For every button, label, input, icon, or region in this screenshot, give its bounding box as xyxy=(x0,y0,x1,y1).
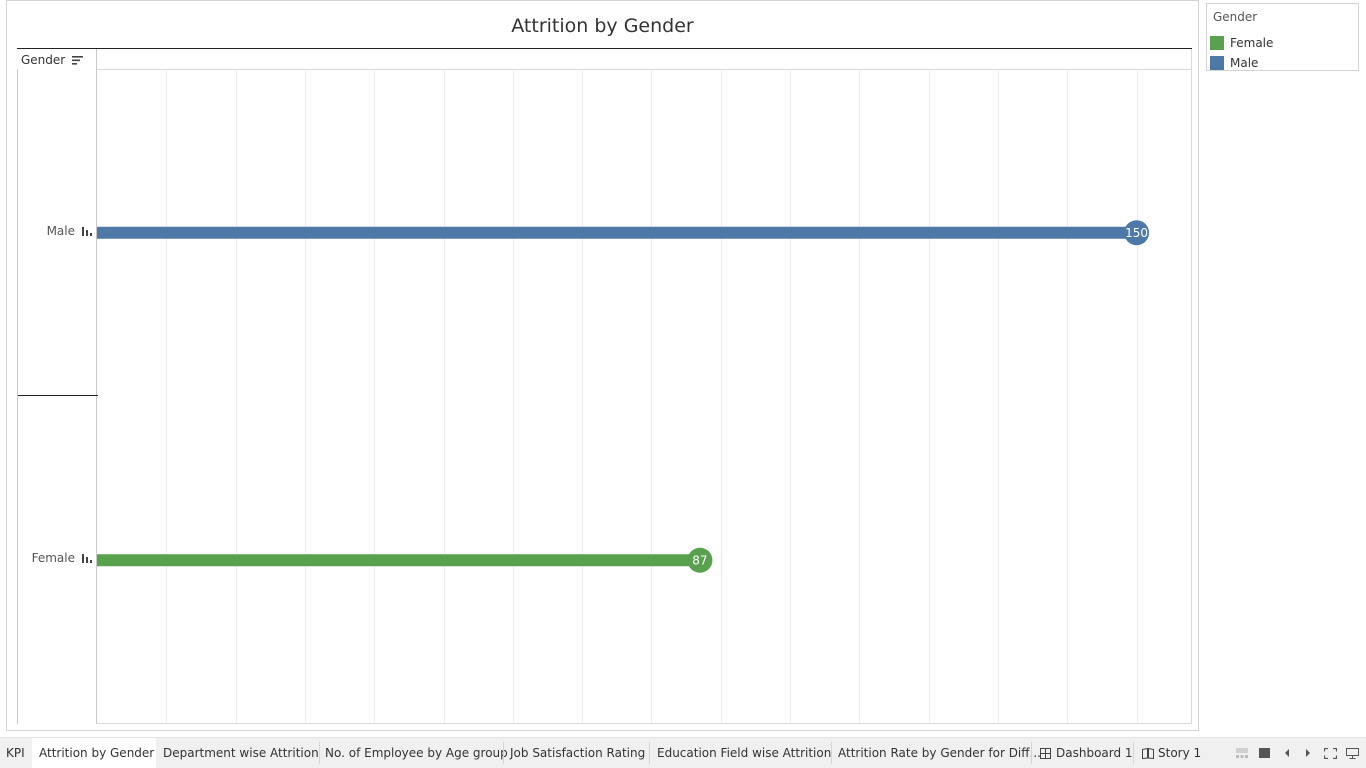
row-label-female[interactable]: Female xyxy=(16,551,96,565)
tab-dashboard-1[interactable]: Dashboard 1 xyxy=(1032,738,1133,768)
tab-kpi[interactable]: KPI xyxy=(0,738,32,768)
worksheet: Attrition by Gender Gender Male xyxy=(6,0,1199,731)
next-sheet-icon[interactable] xyxy=(1304,748,1312,758)
tab-story-1[interactable]: Story 1 xyxy=(1134,738,1204,768)
data-label-female: 87 xyxy=(692,553,707,567)
tab-attrition-rate-label: Attrition Rate by Gender for Diff... xyxy=(838,746,1041,760)
row-label-male-text: Male xyxy=(46,224,75,238)
tab-separator xyxy=(503,742,504,764)
tab-attrition-rate-by-gender[interactable]: Attrition Rate by Gender for Diff... xyxy=(832,738,1041,768)
tab-age-group-label: No. of Employee by Age group xyxy=(325,746,508,760)
tab-kpi-label: KPI xyxy=(6,746,25,760)
fullscreen-icon[interactable] xyxy=(1324,748,1337,759)
tab-story-label: Story 1 xyxy=(1158,746,1202,760)
header-edge xyxy=(1191,49,1192,70)
sort-icon[interactable] xyxy=(72,56,84,65)
legend-title: Gender xyxy=(1213,10,1258,24)
legend-label-female: Female xyxy=(1230,36,1274,50)
tab-separator xyxy=(319,742,320,764)
tab-attrition-by-gender[interactable]: Attrition by Gender xyxy=(32,738,156,768)
column-header-row: Gender xyxy=(17,48,1192,70)
tab-attrition-by-gender-label: Attrition by Gender xyxy=(39,746,155,760)
tab-job-satisfaction-rating[interactable]: Job Satisfaction Rating xyxy=(504,738,649,768)
show-tabs-icon[interactable] xyxy=(1259,748,1270,758)
worksheet-title: Attrition by Gender xyxy=(511,15,694,37)
bar-end-circle-female[interactable] xyxy=(687,547,713,573)
tab-separator xyxy=(1031,742,1032,764)
tab-dashboard-label: Dashboard 1 xyxy=(1056,746,1133,760)
presentation-mode-icon[interactable] xyxy=(1346,748,1359,759)
tab-education-label: Education Field wise Attrition xyxy=(657,746,832,760)
tab-employee-by-age-group[interactable]: No. of Employee by Age group xyxy=(320,738,508,768)
header-divider xyxy=(97,69,1192,70)
tab-education-field-attrition[interactable]: Education Field wise Attrition xyxy=(650,738,831,768)
bar-female[interactable] xyxy=(97,554,700,567)
plot-area[interactable]: 150 87 xyxy=(97,69,1192,724)
bar-end-circle-male[interactable] xyxy=(1124,220,1150,246)
color-legend[interactable]: Gender Female Male xyxy=(1206,3,1359,71)
legend-swatch-female xyxy=(1210,36,1224,50)
legend-label-male: Male xyxy=(1230,56,1259,70)
previous-sheet-icon[interactable] xyxy=(1283,748,1291,758)
show-filmstrip-icon[interactable] xyxy=(1236,748,1248,758)
tab-department-wise-attrition[interactable]: Department wise Attrition xyxy=(156,738,319,768)
row-label-male[interactable]: Male xyxy=(16,224,96,238)
row-label-female-text: Female xyxy=(31,551,75,565)
bar-chart-icon[interactable] xyxy=(82,227,93,236)
tab-department-label: Department wise Attrition xyxy=(163,746,319,760)
tab-separator xyxy=(649,742,650,764)
bar-chart-icon[interactable] xyxy=(82,554,93,563)
data-label-male: 150 xyxy=(1125,226,1148,240)
gender-field-header[interactable]: Gender xyxy=(17,49,97,69)
chart-canvas: 150 87 xyxy=(97,69,1150,723)
dashboard-icon xyxy=(1040,748,1051,759)
tab-separator xyxy=(831,742,832,764)
visualization: Gender Male Female xyxy=(17,48,1192,724)
row-header-pane: Male Female xyxy=(16,69,98,724)
row-divider xyxy=(18,395,98,396)
tab-job-satisfaction-label: Job Satisfaction Rating xyxy=(510,746,646,760)
gender-header-label: Gender xyxy=(21,53,66,67)
legend-swatch-male xyxy=(1210,56,1224,70)
bar-male[interactable] xyxy=(97,226,1137,239)
sheet-tab-bar: KPI Attrition by Gender Department wise … xyxy=(0,737,1366,768)
story-icon xyxy=(1142,748,1154,759)
tab-separator xyxy=(1133,742,1134,764)
